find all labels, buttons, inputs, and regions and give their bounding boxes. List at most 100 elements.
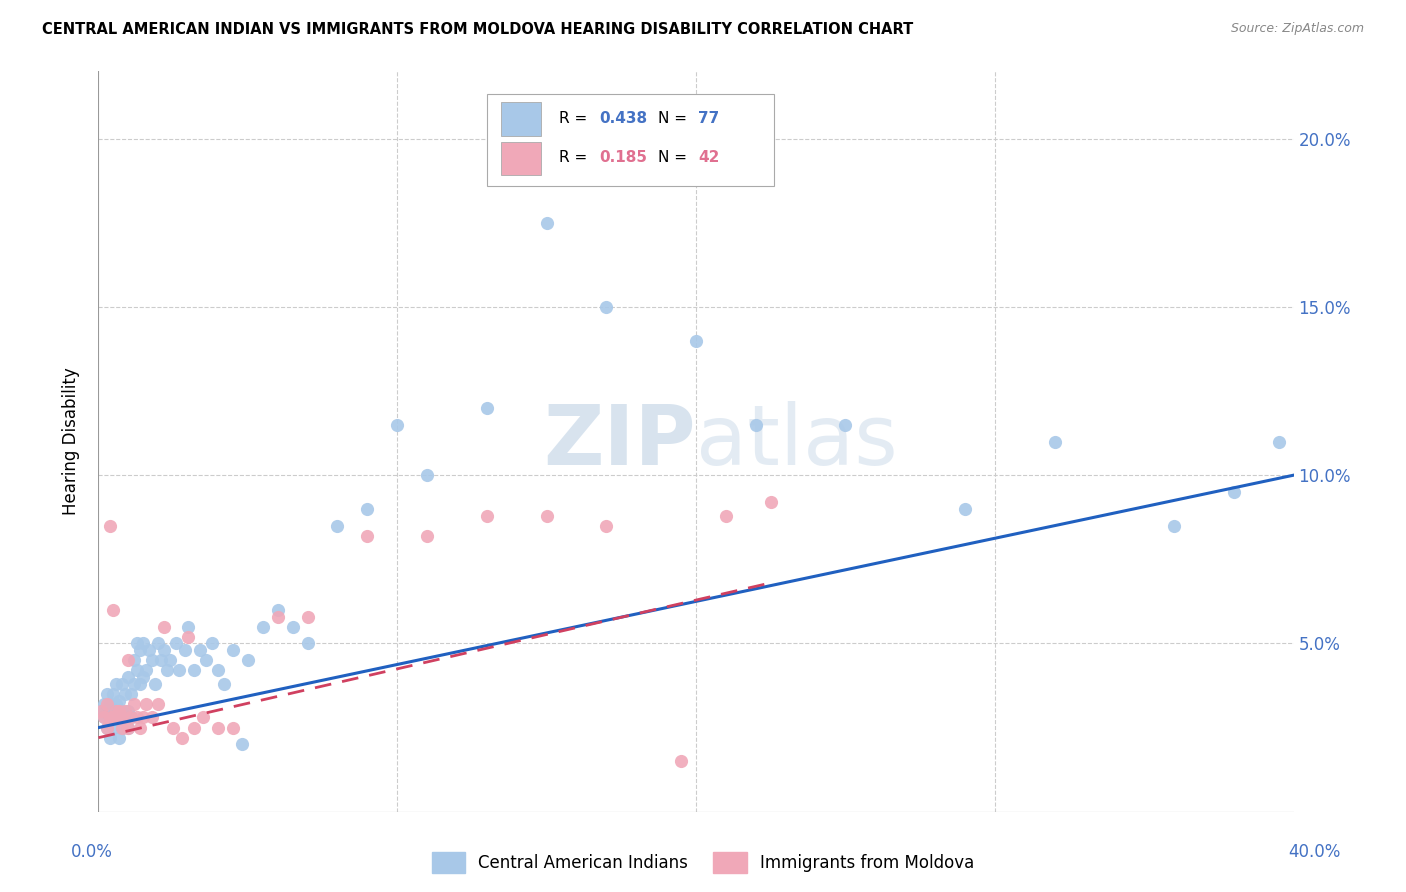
Point	[162, 721, 184, 735]
Text: R =: R =	[558, 111, 592, 126]
Point	[111, 704, 134, 718]
Point	[132, 636, 155, 650]
Point	[96, 697, 118, 711]
Point	[108, 731, 131, 745]
Point	[96, 687, 118, 701]
Point	[98, 731, 122, 745]
Text: ZIP: ZIP	[544, 401, 696, 482]
Point	[595, 518, 617, 533]
Point	[105, 697, 128, 711]
Legend: Central American Indians, Immigrants from Moldova: Central American Indians, Immigrants fro…	[425, 846, 981, 880]
Point	[127, 636, 149, 650]
Point	[281, 619, 304, 633]
Point	[174, 643, 197, 657]
Point	[96, 704, 118, 718]
Point	[96, 721, 118, 735]
Point	[105, 710, 128, 724]
Point	[148, 636, 170, 650]
Text: Source: ZipAtlas.com: Source: ZipAtlas.com	[1230, 22, 1364, 36]
Text: CENTRAL AMERICAN INDIAN VS IMMIGRANTS FROM MOLDOVA HEARING DISABILITY CORRELATIO: CENTRAL AMERICAN INDIAN VS IMMIGRANTS FR…	[42, 22, 914, 37]
Point	[191, 710, 214, 724]
Point	[135, 697, 157, 711]
Text: N =: N =	[658, 111, 692, 126]
Point	[141, 653, 163, 667]
FancyBboxPatch shape	[501, 103, 541, 136]
Point	[93, 697, 115, 711]
Point	[669, 754, 692, 768]
Point	[120, 710, 142, 724]
Text: 42: 42	[699, 151, 720, 166]
Point	[98, 697, 122, 711]
Text: atlas: atlas	[696, 401, 897, 482]
Point	[475, 401, 498, 415]
Point	[132, 710, 155, 724]
Point	[103, 704, 125, 718]
Point	[385, 417, 409, 432]
Point	[117, 653, 139, 667]
Point	[1163, 518, 1185, 533]
Point	[117, 721, 139, 735]
Point	[103, 721, 125, 735]
Point	[117, 704, 139, 718]
Point	[188, 643, 211, 657]
Point	[297, 609, 319, 624]
Point	[207, 721, 229, 735]
Point	[98, 518, 122, 533]
Text: R =: R =	[558, 151, 592, 166]
Point	[156, 664, 179, 678]
Point	[124, 653, 146, 667]
Point	[201, 636, 224, 650]
Point	[195, 653, 218, 667]
Point	[165, 636, 187, 650]
Point	[114, 704, 136, 718]
Point	[129, 677, 152, 691]
Point	[111, 677, 134, 691]
Point	[416, 468, 439, 483]
Point	[177, 630, 200, 644]
Point	[252, 619, 274, 633]
Point	[111, 721, 134, 735]
Point	[103, 603, 125, 617]
Text: 0.185: 0.185	[599, 151, 647, 166]
Point	[124, 697, 146, 711]
Point	[108, 710, 131, 724]
Point	[90, 704, 112, 718]
Point	[135, 664, 157, 678]
Point	[120, 687, 142, 701]
Point	[153, 643, 176, 657]
Text: N =: N =	[658, 151, 692, 166]
Point	[167, 664, 190, 678]
Point	[222, 643, 245, 657]
Point	[1267, 434, 1289, 449]
Point	[120, 710, 142, 724]
Point	[183, 721, 205, 735]
Point	[231, 738, 253, 752]
Point	[143, 677, 166, 691]
Point	[117, 670, 139, 684]
Point	[177, 619, 200, 633]
Point	[714, 508, 737, 523]
Point	[1043, 434, 1066, 449]
Point	[108, 710, 131, 724]
Point	[356, 529, 378, 543]
Point	[685, 334, 707, 348]
Point	[153, 619, 176, 633]
Text: 0.0%: 0.0%	[70, 843, 112, 861]
Point	[124, 677, 146, 691]
Point	[745, 417, 768, 432]
Point	[595, 300, 617, 314]
Point	[159, 653, 181, 667]
Text: 40.0%: 40.0%	[1288, 843, 1341, 861]
Point	[172, 731, 194, 745]
Point	[93, 710, 115, 724]
Point	[183, 664, 205, 678]
Point	[90, 704, 112, 718]
Point	[536, 216, 558, 230]
Point	[212, 677, 235, 691]
Point	[267, 603, 290, 617]
Point	[111, 710, 134, 724]
Point	[108, 694, 131, 708]
Point	[759, 495, 782, 509]
Point	[96, 721, 118, 735]
Text: 77: 77	[699, 111, 720, 126]
